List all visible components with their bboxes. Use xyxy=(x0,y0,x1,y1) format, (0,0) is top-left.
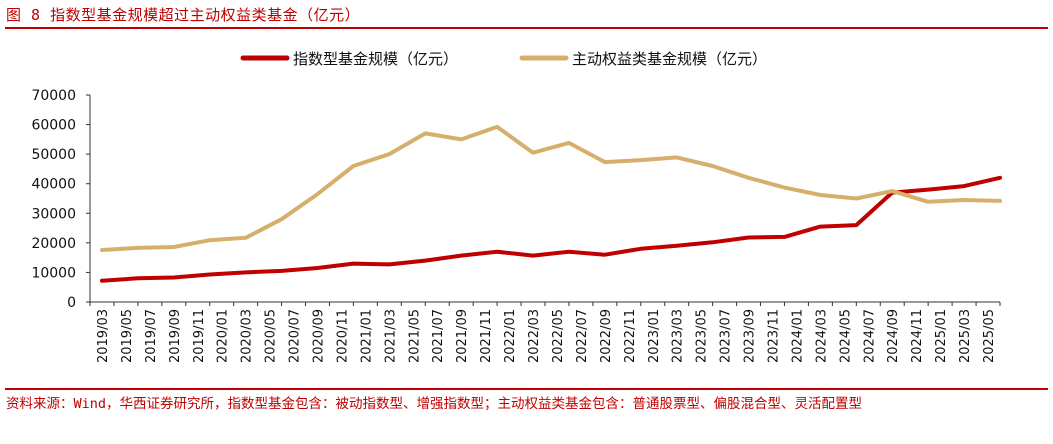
y-tick-label: 0 xyxy=(67,295,76,311)
x-tick-label: 2023/05 xyxy=(695,309,710,363)
series-line-2 xyxy=(100,124,1002,252)
y-tick-label: 50000 xyxy=(31,147,76,163)
x-tick-label: 2022/05 xyxy=(551,309,566,363)
x-tick-label: 2020/01 xyxy=(216,309,231,363)
y-tick-label: 30000 xyxy=(31,206,76,222)
x-tick-label: 2020/07 xyxy=(288,309,303,363)
x-tick-label: 2021/09 xyxy=(455,309,470,363)
series-line-1 xyxy=(100,175,1002,283)
x-tick-label: 2025/05 xyxy=(982,309,997,363)
x-tick-label: 2022/03 xyxy=(527,309,542,363)
x-tick-label: 2022/01 xyxy=(503,309,518,363)
source-divider xyxy=(5,388,1048,390)
line-chart: 0 10000 20000 30000 40000 50000 60000 70000 2019… xyxy=(31,50,1002,363)
x-tick-label: 2023/11 xyxy=(767,309,782,363)
x-tick-label: 2020/11 xyxy=(335,309,350,363)
x-tick-label: 2023/01 xyxy=(647,309,662,363)
x-tick-label: 2023/09 xyxy=(743,309,758,363)
x-tick-label: 2020/09 xyxy=(312,309,327,363)
x-tick-label: 2024/09 xyxy=(886,309,901,363)
x-tick-label: 2023/03 xyxy=(671,309,686,363)
x-tick-label: 2022/11 xyxy=(623,309,638,363)
legend-label-1: 指数型基金规模（亿元） xyxy=(293,50,458,68)
x-tick-label: 2022/07 xyxy=(575,309,590,363)
x-tick-label: 2025/01 xyxy=(934,309,949,363)
x-tick-label: 2019/03 xyxy=(96,309,111,363)
y-tick-label: 70000 xyxy=(31,88,76,104)
x-tick-label: 2024/07 xyxy=(862,309,877,363)
y-tick-label: 40000 xyxy=(31,177,76,193)
x-tick-label: 2019/05 xyxy=(120,309,135,363)
y-tick-label: 10000 xyxy=(31,265,76,281)
x-tick-label: 2025/03 xyxy=(958,309,973,363)
title-divider xyxy=(5,27,1048,29)
legend-label-2: 主动权益类基金规模（亿元） xyxy=(572,50,767,68)
figure-title: 图 8 指数型基金规模超过主动权益类基金（亿元） xyxy=(6,6,361,24)
x-tick-label: 2024/03 xyxy=(814,309,829,363)
x-tick-label: 2021/11 xyxy=(479,309,494,363)
x-tick-label: 2021/01 xyxy=(359,309,374,363)
y-tick-label: 20000 xyxy=(31,236,76,252)
x-tick-label: 2020/03 xyxy=(240,309,255,363)
x-tick-label: 2024/01 xyxy=(790,309,805,363)
source-note: 资料来源：Wind，华西证券研究所，指数型基金包含：被动指数型、增强指数型；主动… xyxy=(6,396,863,412)
x-tick-label: 2021/03 xyxy=(383,309,398,363)
x-tick-label: 2019/11 xyxy=(192,309,207,363)
x-tick-label: 2024/11 xyxy=(910,309,925,363)
x-tick-label: 2021/07 xyxy=(431,309,446,363)
x-tick-label: 2020/05 xyxy=(264,309,279,363)
x-tick-label: 2021/05 xyxy=(407,309,422,363)
y-tick-label: 60000 xyxy=(31,118,76,134)
x-tick-label: 2019/09 xyxy=(168,309,183,363)
x-tick-label: 2024/05 xyxy=(838,309,853,363)
x-tick-label: 2019/07 xyxy=(144,309,159,363)
x-tick-label: 2023/07 xyxy=(719,309,734,363)
x-tick-label: 2022/09 xyxy=(599,309,614,363)
